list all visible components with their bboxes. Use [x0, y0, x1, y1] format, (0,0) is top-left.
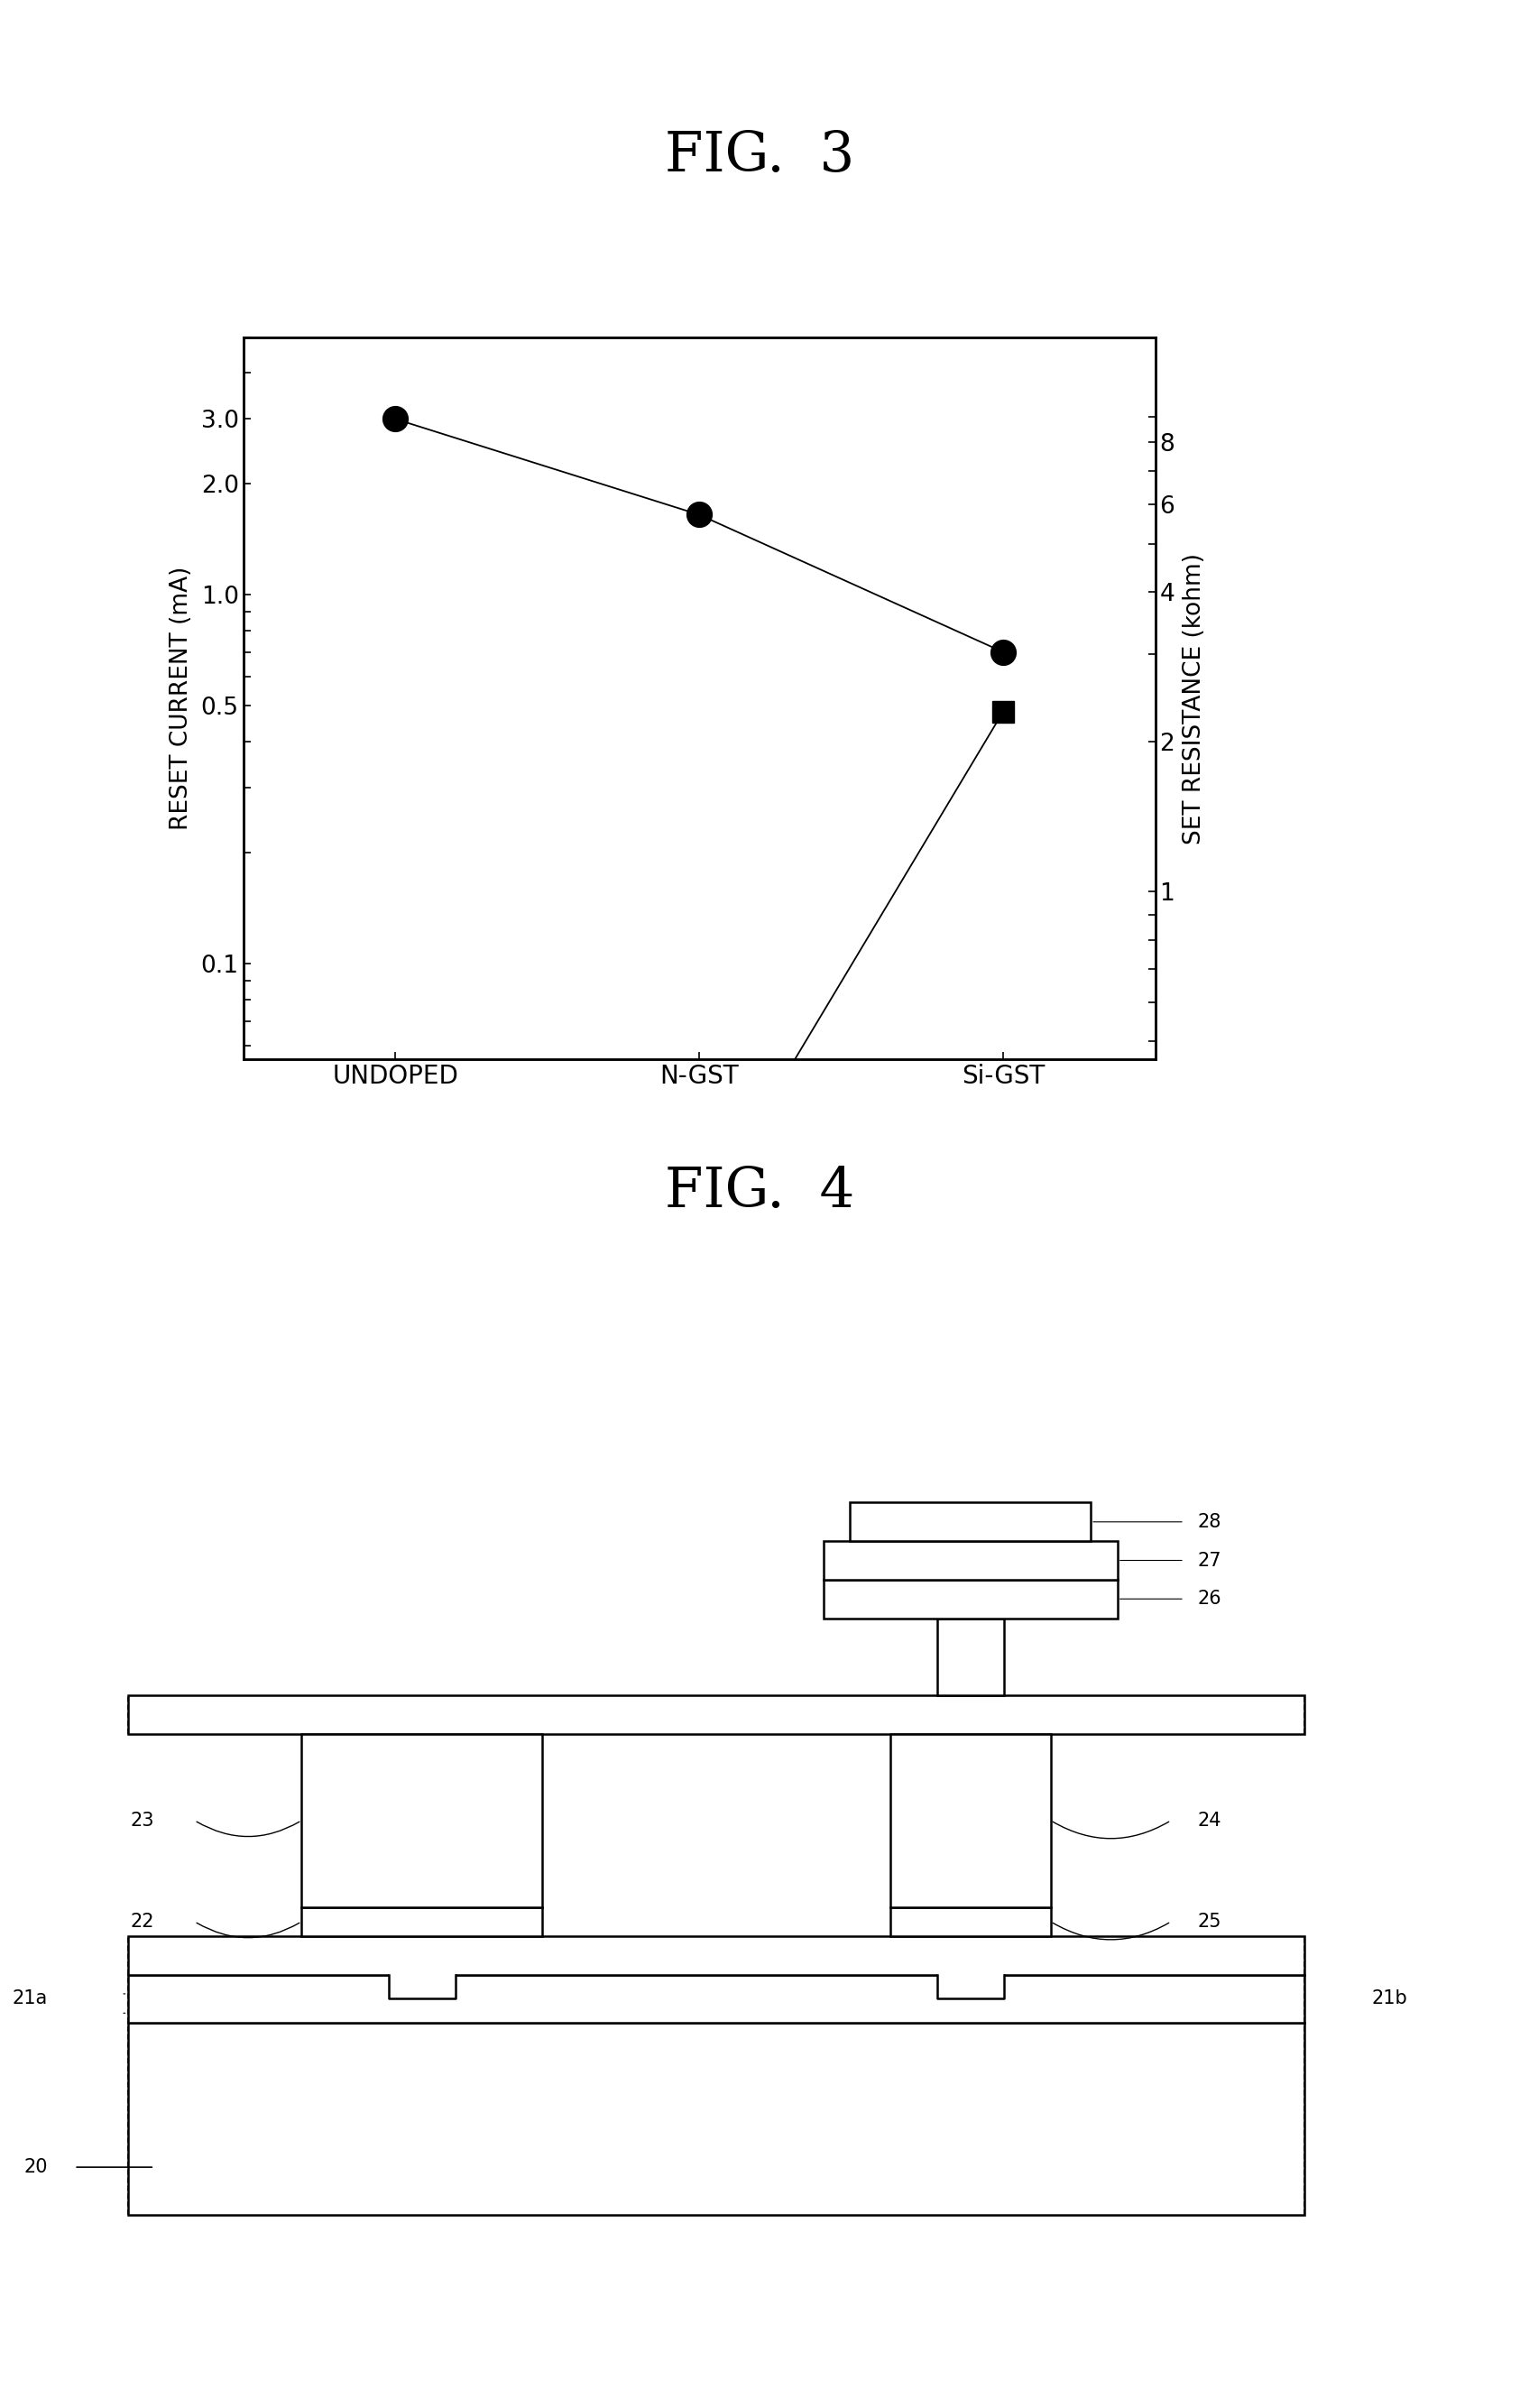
Bar [824, 1541, 1117, 1580]
Bar [128, 1975, 1304, 2023]
Bar [850, 1503, 1091, 1541]
Bar [891, 1734, 1050, 1907]
Bar [891, 1907, 1050, 1936]
Bar [824, 1580, 1117, 1618]
Bar [936, 1618, 1003, 1695]
Text: 20: 20 [23, 2158, 47, 2177]
Y-axis label: SET RESISTANCE (kohm): SET RESISTANCE (kohm) [1183, 551, 1205, 845]
Text: 24: 24 [1198, 1811, 1222, 1830]
Bar [389, 1970, 456, 1999]
Text: 21a: 21a [12, 1989, 47, 2008]
Text: 26: 26 [1198, 1589, 1222, 1609]
Bar [301, 1734, 543, 1907]
Text: 23: 23 [131, 1811, 155, 1830]
Bar [128, 2023, 1304, 2215]
Text: FIG.  4: FIG. 4 [666, 1165, 854, 1218]
Text: FIG.  3: FIG. 3 [666, 130, 854, 183]
Text: 27: 27 [1198, 1551, 1222, 1570]
Y-axis label: RESET CURRENT (mA): RESET CURRENT (mA) [170, 566, 193, 831]
Bar [301, 1907, 543, 1936]
Bar [128, 1936, 1304, 1975]
Bar [128, 1695, 1304, 1734]
Text: 28: 28 [1198, 1512, 1222, 1531]
Text: 25: 25 [1198, 1912, 1222, 1931]
Text: 22: 22 [131, 1912, 155, 1931]
Bar [936, 1970, 1003, 1999]
Text: 21b: 21b [1371, 1989, 1408, 2008]
